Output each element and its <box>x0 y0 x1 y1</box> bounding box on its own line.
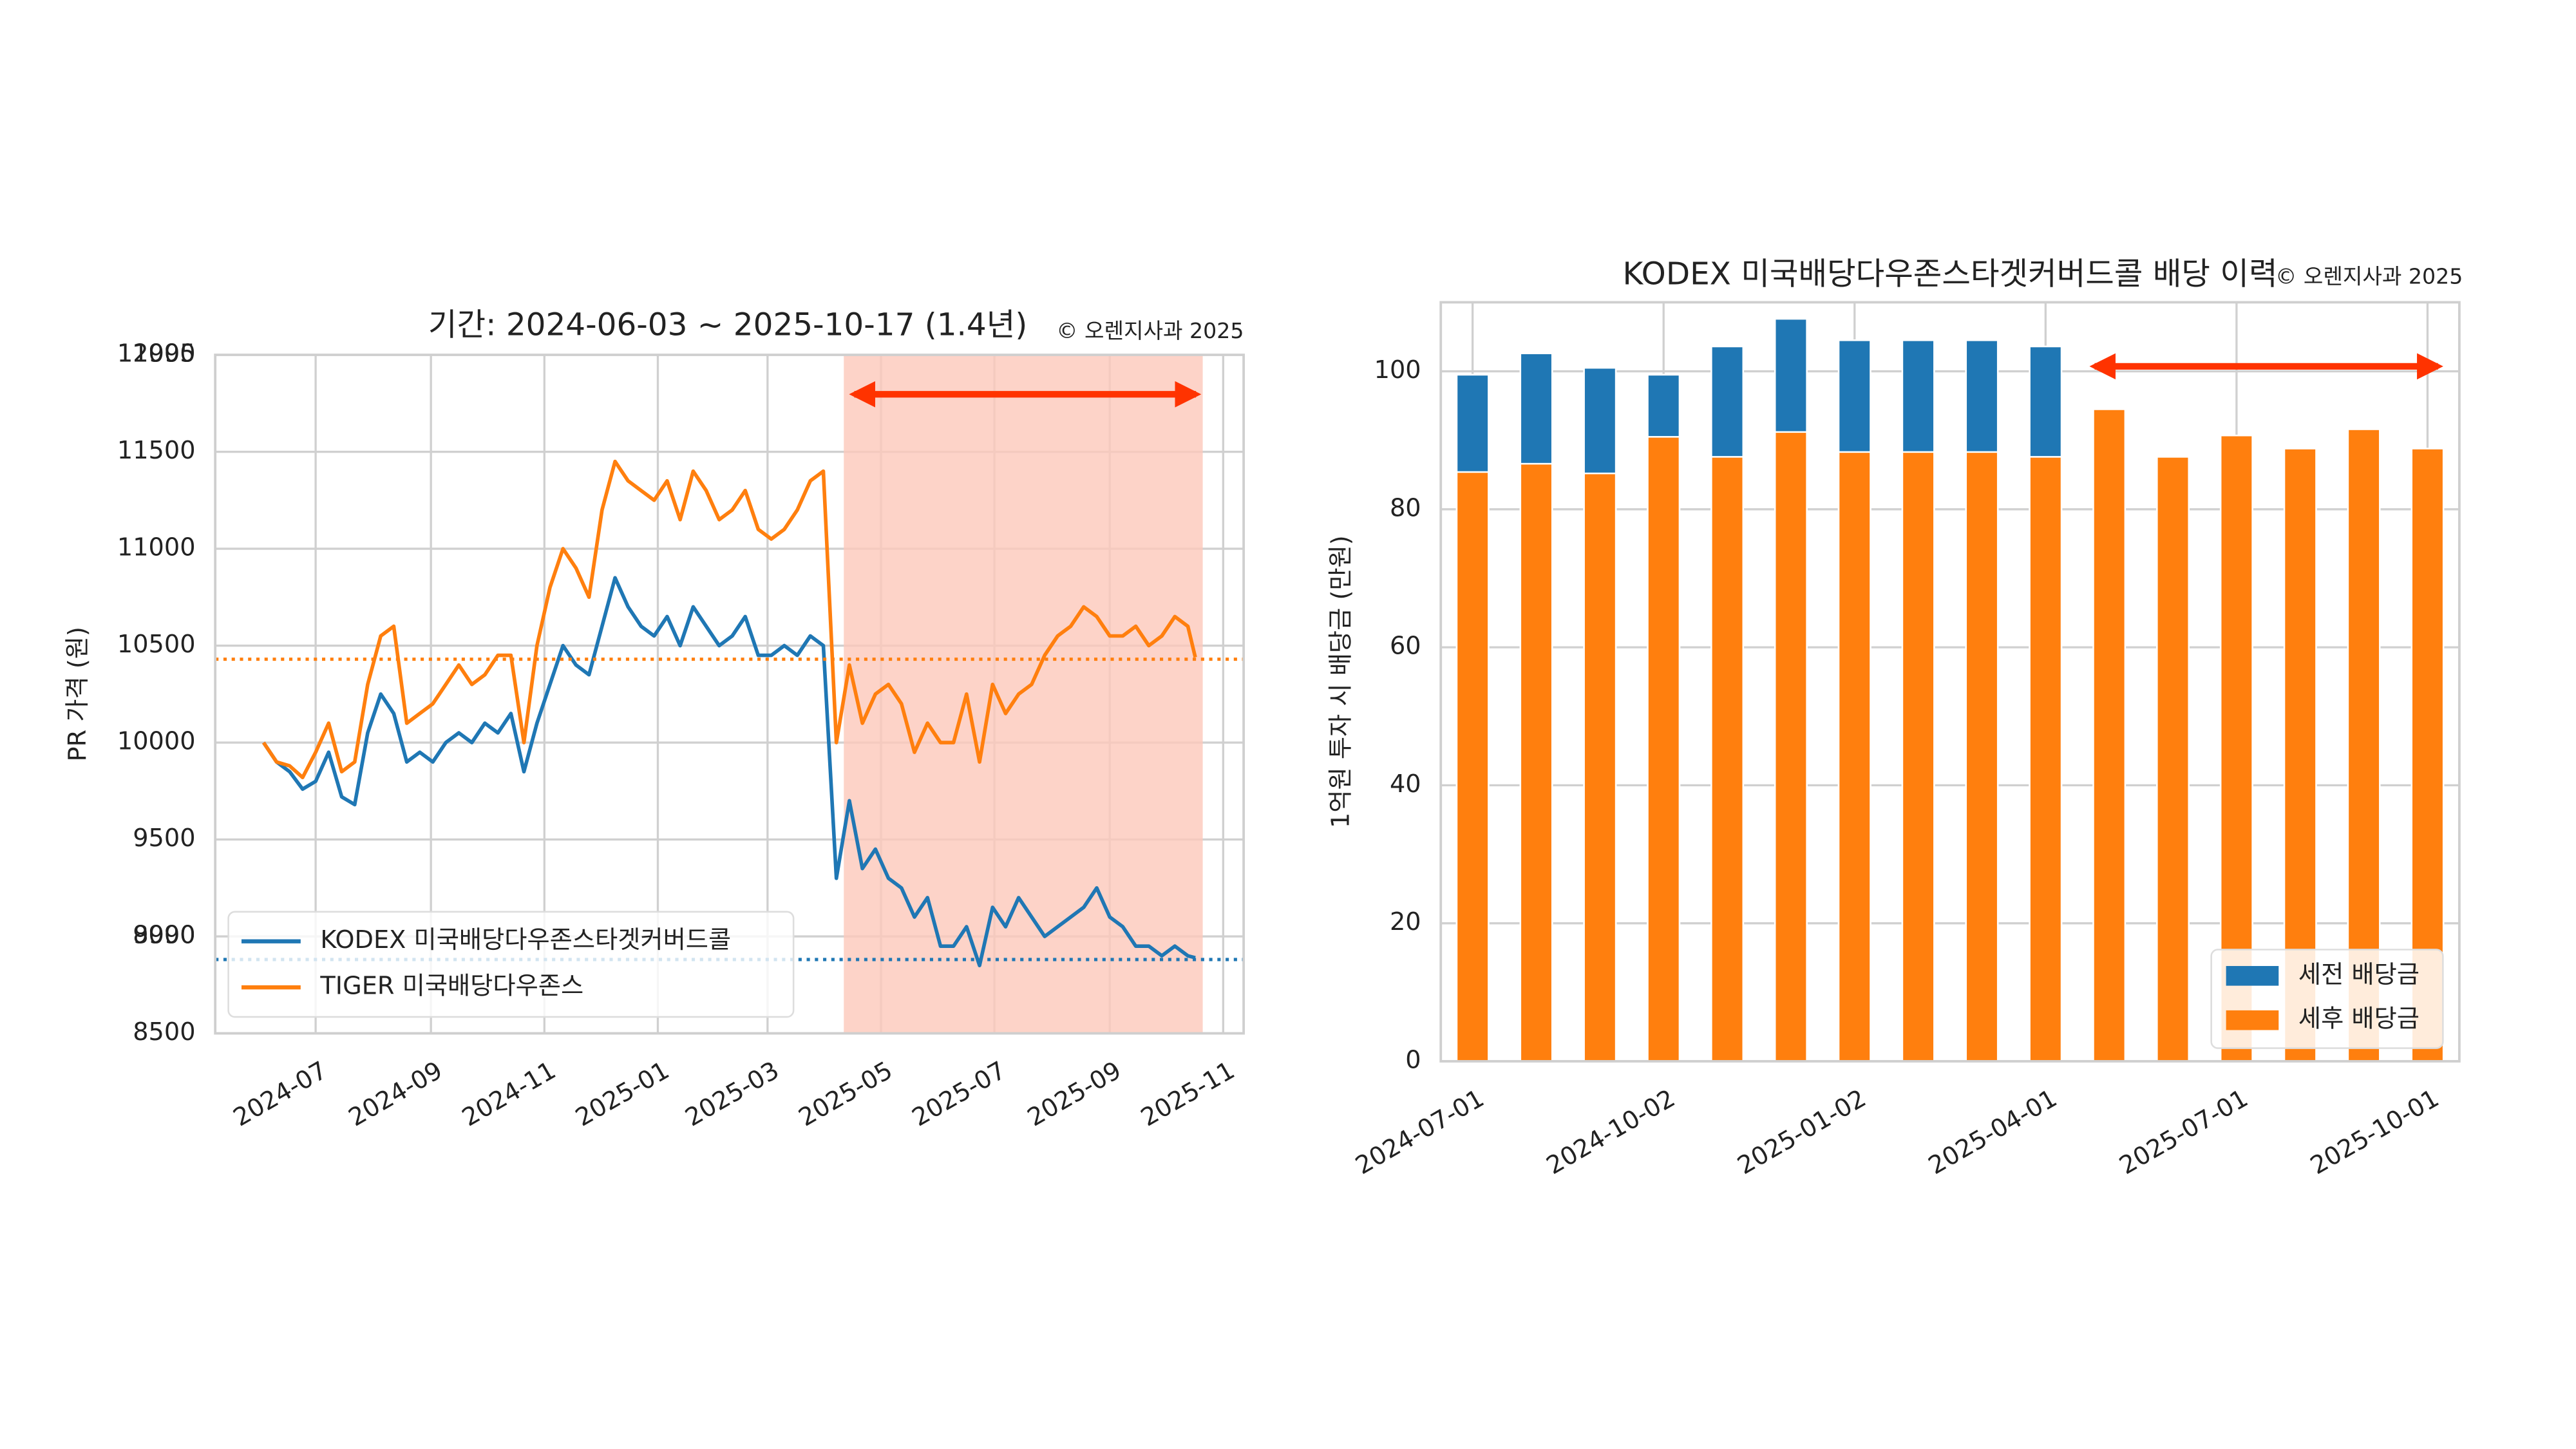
bar <box>1583 472 1617 1063</box>
bar <box>1519 462 1553 1063</box>
price-chart: 8500 9000 9500 10000 10500 11000 11500 12000 899… <box>63 307 1245 1132</box>
y-tick-label: 10000 <box>117 727 196 756</box>
y-tick-label: 12000 <box>117 339 196 368</box>
x-tick-label: 2025-04-01 <box>1924 1084 2062 1180</box>
x-tick-label: 2025-09 <box>1023 1056 1126 1132</box>
legend-label: 세전 배당금 <box>2298 960 2420 989</box>
legend-box <box>227 911 795 1018</box>
legend-swatch <box>2226 1010 2279 1030</box>
plot-frame <box>214 354 1245 1035</box>
y-tick-label: 80 <box>1390 493 1421 522</box>
y-tick-label: 60 <box>1390 632 1421 661</box>
y2-tick-label: 11995 <box>117 339 196 368</box>
x-tick-label: 2025-11 <box>1136 1056 1240 1132</box>
y-tick-label: 40 <box>1390 770 1421 799</box>
y-axis-label: PR 가격 (원) <box>63 627 92 761</box>
x-tick-label: 2025-07 <box>907 1056 1011 1132</box>
legend-label: KODEX 미국배당다우존스타겟커버드콜 <box>320 925 731 954</box>
y-tick-label: 9000 <box>133 921 195 950</box>
bar <box>1455 471 1490 1063</box>
chart-title: 기간: 2024-06-03 ~ 2025-10-17 (1.4년) <box>428 307 1027 343</box>
bar <box>1647 436 1681 1063</box>
highlight-span <box>844 355 1203 1034</box>
x-tick-label: 2025-10-01 <box>2306 1084 2444 1180</box>
bar <box>2029 456 2063 1063</box>
series-line <box>261 576 1196 968</box>
annotation-arrows <box>849 353 2443 408</box>
bar <box>1901 451 1935 1063</box>
x-tick-label: 2024-11 <box>457 1056 561 1132</box>
series-line <box>261 459 1197 780</box>
x-tick-label: 2024-10-02 <box>1542 1084 1680 1180</box>
x-tick-label: 2025-07-01 <box>2114 1084 2253 1180</box>
x-tick-label: 2025-01 <box>571 1056 674 1132</box>
chart-title: KODEX 미국배당다우존스타겟커버드콜 배당 이력 <box>1623 256 2278 292</box>
y2-tick-label: 8990 <box>133 921 195 950</box>
legend-label: TIGER 미국배당다우존스 <box>319 972 583 1001</box>
legend-swatch <box>2226 966 2279 986</box>
chart-annotation: © 오렌지사과 2025 <box>1056 318 1244 343</box>
legend-label: 세후 배당금 <box>2298 1005 2420 1034</box>
y-tick-label: 100 <box>1374 355 1421 384</box>
y-tick-label: 0 <box>1405 1045 1421 1074</box>
y-tick-label: 10500 <box>117 630 196 659</box>
y-tick-label: 11500 <box>117 436 196 465</box>
bar <box>1965 451 1999 1063</box>
dividend-chart: 0 20 40 60 80 100 2024-07-01 2024-10-02 2025-01-… <box>1327 256 2463 1180</box>
plot-frame <box>1439 301 2461 1063</box>
bar <box>2092 408 2126 1063</box>
x-tick-label: 2024-09 <box>344 1056 448 1132</box>
y-tick-label: 8500 <box>133 1018 195 1046</box>
chart-annotation: © 오렌지사과 2025 <box>2275 264 2463 289</box>
x-tick-label: 2025-03 <box>680 1056 784 1132</box>
bar <box>2156 456 2190 1063</box>
y-tick-label: 11000 <box>117 533 196 562</box>
y-axis-label: 1억원 투자 시 배당금 (만원) <box>1327 535 1356 828</box>
x-tick-label: 2025-05 <box>794 1056 898 1132</box>
x-tick-label: 2025-01-02 <box>1732 1084 1871 1180</box>
x-tick-label: 2024-07 <box>229 1056 332 1132</box>
y-tick-label: 9500 <box>133 824 195 853</box>
bar <box>1837 451 1871 1063</box>
bar <box>1710 456 1745 1063</box>
y-tick-label: 20 <box>1390 907 1421 936</box>
bar <box>1774 431 1808 1063</box>
x-tick-label: 2024-07-01 <box>1350 1084 1489 1180</box>
